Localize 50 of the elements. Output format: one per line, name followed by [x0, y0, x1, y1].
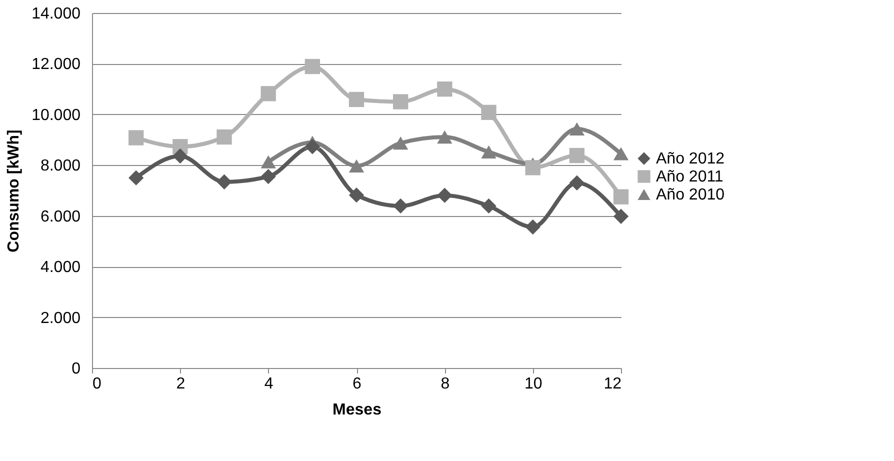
y-tick-label: 12.000 — [32, 56, 81, 74]
point — [216, 129, 232, 145]
point — [393, 136, 408, 150]
point — [128, 130, 144, 146]
y-tick-label: 14.000 — [32, 6, 81, 22]
point — [128, 170, 144, 186]
x-tick-label: 10 — [524, 376, 542, 392]
point — [437, 81, 452, 97]
point — [393, 198, 408, 214]
point — [348, 187, 364, 203]
point — [348, 92, 364, 108]
point — [481, 104, 496, 120]
point — [569, 175, 584, 190]
y-axis-title: Consumo [kWh] — [6, 130, 23, 252]
point — [481, 145, 496, 159]
point — [481, 198, 496, 214]
point — [437, 188, 452, 203]
point — [260, 155, 276, 168]
y-tick-label: 0 — [72, 360, 81, 378]
point — [260, 86, 276, 102]
x-tick-label: 8 — [440, 376, 450, 392]
y-tick-label: 10.000 — [32, 106, 81, 124]
y-tick-label: 8.000 — [40, 158, 81, 175]
x-tick-label: 12 — [604, 376, 622, 392]
point — [172, 148, 188, 164]
point — [569, 122, 584, 136]
y-tick-label: 4.000 — [40, 259, 81, 276]
point — [525, 160, 540, 176]
y-tick-label: 6.000 — [40, 208, 81, 226]
point — [613, 189, 629, 204]
x-tick-label: 2 — [176, 376, 186, 392]
legend-label: Año 2011 — [656, 168, 724, 186]
point — [348, 159, 364, 172]
point — [304, 58, 320, 74]
point — [216, 174, 232, 190]
y-tick-label: 2.000 — [40, 310, 81, 327]
point — [613, 208, 629, 224]
x-tick-label: 4 — [264, 376, 274, 392]
x-tick-label: 6 — [352, 376, 362, 392]
point — [304, 139, 320, 154]
x-axis-title: Meses — [332, 402, 382, 418]
x-tick-label: 0 — [92, 376, 102, 392]
point — [393, 94, 408, 110]
legend-label: Año 2012 — [656, 150, 725, 168]
point — [613, 147, 629, 160]
point — [437, 130, 452, 144]
legend-label: Año 2010 — [656, 186, 725, 204]
point — [569, 148, 584, 164]
point — [525, 219, 540, 235]
point — [260, 168, 276, 184]
